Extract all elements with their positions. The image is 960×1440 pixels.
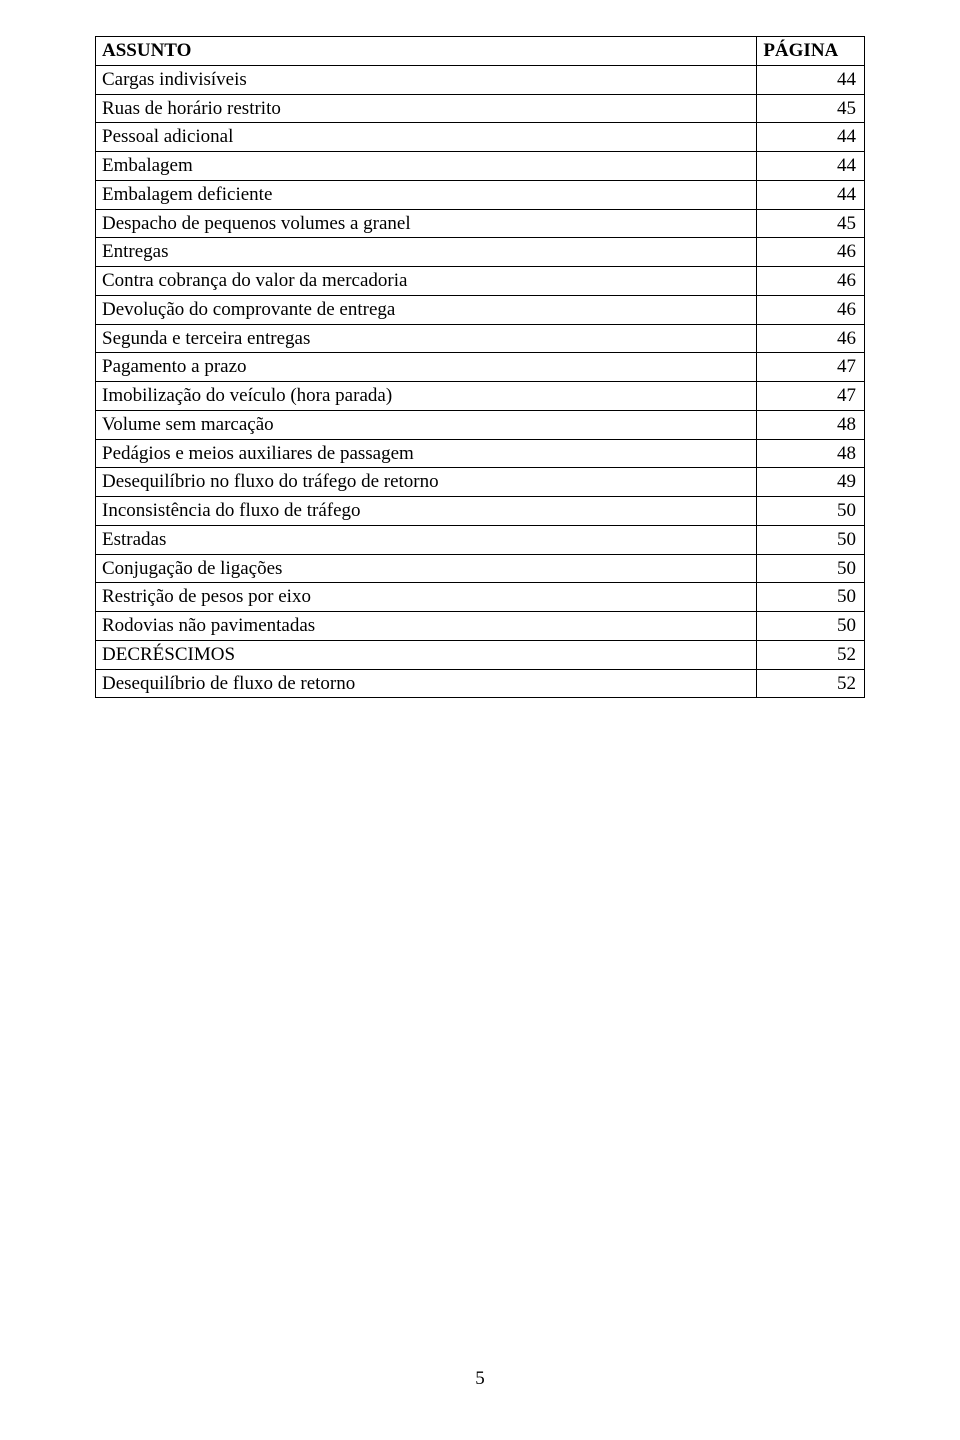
toc-row: Despacho de pequenos volumes a granel45 [96, 209, 865, 238]
toc-row-label: Inconsistência do fluxo de tráfego [96, 497, 757, 526]
toc-row-page: 48 [757, 410, 865, 439]
toc-row: DECRÉSCIMOS52 [96, 640, 865, 669]
toc-row-page: 50 [757, 554, 865, 583]
toc-row-page: 45 [757, 94, 865, 123]
toc-row: Embalagem44 [96, 152, 865, 181]
document-page: ASSUNTO PÁGINA Cargas indivisíveis44Ruas… [0, 0, 960, 1440]
toc-row-page: 50 [757, 583, 865, 612]
toc-row: Pedágios e meios auxiliares de passagem4… [96, 439, 865, 468]
toc-row-label: Embalagem [96, 152, 757, 181]
toc-body: Cargas indivisíveis44Ruas de horário res… [96, 65, 865, 698]
toc-row: Cargas indivisíveis44 [96, 65, 865, 94]
toc-row-page: 44 [757, 123, 865, 152]
toc-row: Ruas de horário restrito45 [96, 94, 865, 123]
toc-row-page: 50 [757, 525, 865, 554]
toc-row-label: Pagamento a prazo [96, 353, 757, 382]
toc-row-label: Conjugação de ligações [96, 554, 757, 583]
toc-row-page: 47 [757, 382, 865, 411]
toc-row-page: 50 [757, 612, 865, 641]
toc-row: Inconsistência do fluxo de tráfego50 [96, 497, 865, 526]
toc-header-row: ASSUNTO PÁGINA [96, 37, 865, 66]
toc-row-label: Desequilíbrio de fluxo de retorno [96, 669, 757, 698]
toc-row-label: Entregas [96, 238, 757, 267]
toc-row-label: Cargas indivisíveis [96, 65, 757, 94]
toc-row: Entregas46 [96, 238, 865, 267]
toc-row-page: 49 [757, 468, 865, 497]
toc-row-page: 48 [757, 439, 865, 468]
toc-row: Devolução do comprovante de entrega46 [96, 295, 865, 324]
toc-row: Embalagem deficiente44 [96, 180, 865, 209]
toc-row: Estradas50 [96, 525, 865, 554]
toc-row: Volume sem marcação48 [96, 410, 865, 439]
toc-row-page: 52 [757, 640, 865, 669]
toc-row-label: Volume sem marcação [96, 410, 757, 439]
toc-row: Restrição de pesos por eixo50 [96, 583, 865, 612]
toc-row-label: Embalagem deficiente [96, 180, 757, 209]
header-pagina: PÁGINA [757, 37, 865, 66]
toc-row-label: Despacho de pequenos volumes a granel [96, 209, 757, 238]
toc-row-label: Estradas [96, 525, 757, 554]
toc-row-page: 46 [757, 238, 865, 267]
toc-row-label: Rodovias não pavimentadas [96, 612, 757, 641]
toc-row-label: Contra cobrança do valor da mercadoria [96, 267, 757, 296]
toc-row-label: Pessoal adicional [96, 123, 757, 152]
toc-row: Imobilização do veículo (hora parada)47 [96, 382, 865, 411]
toc-row-label: Restrição de pesos por eixo [96, 583, 757, 612]
toc-row-label: Pedágios e meios auxiliares de passagem [96, 439, 757, 468]
toc-row-page: 50 [757, 497, 865, 526]
toc-row-page: 44 [757, 180, 865, 209]
toc-row-page: 46 [757, 324, 865, 353]
toc-row-label: Desequilíbrio no fluxo do tráfego de ret… [96, 468, 757, 497]
toc-row-label: Imobilização do veículo (hora parada) [96, 382, 757, 411]
toc-row-page: 46 [757, 267, 865, 296]
page-number: 5 [0, 1368, 960, 1390]
toc-row: Pagamento a prazo47 [96, 353, 865, 382]
toc-row-page: 46 [757, 295, 865, 324]
toc-row-label: Ruas de horário restrito [96, 94, 757, 123]
toc-row-label: DECRÉSCIMOS [96, 640, 757, 669]
toc-row-page: 44 [757, 152, 865, 181]
toc-row-label: Devolução do comprovante de entrega [96, 295, 757, 324]
toc-row-page: 44 [757, 65, 865, 94]
toc-row-page: 47 [757, 353, 865, 382]
toc-row: Rodovias não pavimentadas50 [96, 612, 865, 641]
toc-row: Contra cobrança do valor da mercadoria46 [96, 267, 865, 296]
header-assunto: ASSUNTO [96, 37, 757, 66]
toc-row: Desequilíbrio de fluxo de retorno52 [96, 669, 865, 698]
toc-table: ASSUNTO PÁGINA Cargas indivisíveis44Ruas… [95, 36, 865, 698]
toc-row: Segunda e terceira entregas46 [96, 324, 865, 353]
toc-row-label: Segunda e terceira entregas [96, 324, 757, 353]
toc-row: Desequilíbrio no fluxo do tráfego de ret… [96, 468, 865, 497]
toc-row: Conjugação de ligações50 [96, 554, 865, 583]
toc-row: Pessoal adicional44 [96, 123, 865, 152]
toc-row-page: 45 [757, 209, 865, 238]
toc-row-page: 52 [757, 669, 865, 698]
